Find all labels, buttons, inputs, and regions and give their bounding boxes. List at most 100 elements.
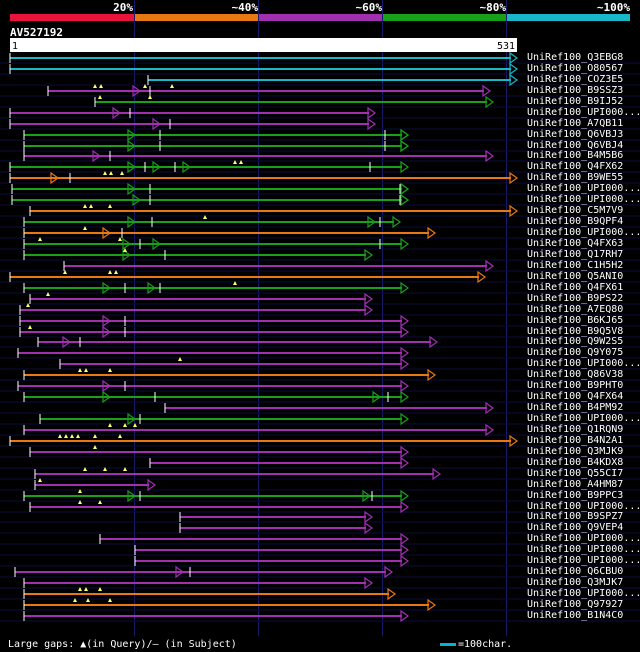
hit-arrow	[400, 182, 410, 196]
hit-label[interactable]: UniRef100_Q3MJK7	[527, 577, 624, 588]
hit-arrow	[367, 117, 377, 131]
hit-label[interactable]: UniRef100_B9PS22	[527, 293, 624, 304]
hit-label[interactable]: UniRef100_UPI000...	[527, 358, 640, 369]
hit-arrow	[127, 412, 137, 426]
query-gap-marker	[99, 84, 103, 88]
hit-arrow	[485, 259, 495, 273]
hit-label[interactable]: UniRef100_Q3MJK9	[527, 446, 624, 457]
scale-legend: =100char.	[440, 639, 512, 650]
hit-arrow	[127, 128, 137, 142]
hit-arrow	[92, 149, 102, 163]
hit-label[interactable]: UniRef100_UPI000...	[527, 501, 640, 512]
hit-arrow	[127, 182, 137, 196]
legend-bar-40	[134, 14, 258, 21]
hit-label[interactable]: UniRef100_UPI000...	[527, 194, 640, 205]
hit-arrow	[400, 412, 410, 426]
query-gap-marker	[170, 84, 174, 88]
hit-arrow	[400, 445, 410, 459]
hit-label[interactable]: UniRef100_B9PPC3	[527, 490, 624, 501]
hit-arrow	[485, 95, 495, 109]
hit-label[interactable]: UniRef100_A4HM87	[527, 479, 624, 490]
hit-arrow	[509, 51, 519, 65]
hit-label[interactable]: UniRef100_Q6VBJ3	[527, 129, 624, 140]
hit-label[interactable]: UniRef100_Q6CBU0	[527, 566, 624, 577]
hit-label[interactable]: UniRef100_UPI000...	[527, 183, 640, 194]
query-gap-marker	[26, 303, 30, 307]
hit-arrow	[400, 456, 410, 470]
query-gap-marker	[98, 95, 102, 99]
hit-label[interactable]: UniRef100_B4M5B6	[527, 150, 624, 161]
hit-arrow	[132, 84, 142, 98]
hit-label[interactable]: UniRef100_Q6VBJ4	[527, 140, 624, 151]
hit-label[interactable]: UniRef100_Q4FX63	[527, 238, 624, 249]
hit-label[interactable]: UniRef100_Q9VEP4	[527, 522, 624, 533]
grid-line	[506, 0, 507, 636]
hit-label[interactable]: UniRef100_B9IJ52	[527, 96, 624, 107]
hit-label[interactable]: UniRef100_B9Q5V8	[527, 326, 624, 337]
hit-label[interactable]: UniRef100_UPI000...	[527, 413, 640, 424]
hit-label[interactable]: UniRef100_Q97927	[527, 599, 624, 610]
hit-arrow	[127, 215, 137, 229]
hit-arrow	[102, 314, 112, 328]
query-gap-marker	[123, 423, 127, 427]
query-gap-marker	[108, 270, 112, 274]
hit-label[interactable]: UniRef100_C5M7V9	[527, 205, 624, 216]
query-gap-marker	[108, 598, 112, 602]
scale-label: =100char.	[458, 639, 513, 650]
hit-label[interactable]: UniRef100_Q4FX61	[527, 282, 624, 293]
hit-label[interactable]: UniRef100_B9WE55	[527, 172, 624, 183]
hit-label[interactable]: UniRef100_UPI000...	[527, 555, 640, 566]
hit-label[interactable]: UniRef100_B9SPZ7	[527, 511, 624, 522]
hit-label[interactable]: UniRef100_A7EQ80	[527, 304, 624, 315]
hit-label[interactable]: UniRef100_B9QPF4	[527, 216, 624, 227]
query-gap-marker	[118, 237, 122, 241]
hit-arrow	[509, 171, 519, 185]
hit-label[interactable]: UniRef100_Q86V38	[527, 369, 624, 380]
hit-label[interactable]: UniRef100_COZ3E5	[527, 74, 624, 85]
hit-label[interactable]: UniRef100_B1N4C0	[527, 610, 624, 621]
hit-label[interactable]: UniRef100_Q9Y075	[527, 347, 624, 358]
query-gap-marker	[103, 171, 107, 175]
hit-arrow	[400, 554, 410, 568]
query-gap-marker	[143, 84, 147, 88]
hit-label[interactable]: UniRef100_Q17RH7	[527, 249, 624, 260]
query-gap-marker	[233, 281, 237, 285]
hit-arrow	[427, 368, 437, 382]
hit-label[interactable]: UniRef100_Q4FX64	[527, 391, 624, 402]
hit-label[interactable]: UniRef100_Q5ANI0	[527, 271, 624, 282]
hit-label[interactable]: UniRef100_UPI000...	[527, 227, 640, 238]
hit-arrow	[477, 270, 487, 284]
query-gap-marker	[73, 598, 77, 602]
hit-arrow	[372, 390, 382, 404]
query-gap-marker	[133, 423, 137, 427]
query-gap-marker	[78, 489, 82, 493]
hit-label[interactable]: UniRef100_UPI000...	[527, 107, 640, 118]
hit-label[interactable]: UniRef100_A7QB11	[527, 118, 624, 129]
hit-label[interactable]: UniRef100_B4N2A1	[527, 435, 624, 446]
hit-label[interactable]: UniRef100_Q1RQN9	[527, 424, 624, 435]
query-ruler: 1 531	[10, 38, 517, 52]
hit-arrow	[400, 193, 410, 207]
legend-label-80: ~80%	[479, 1, 507, 14]
hit-label[interactable]: UniRef100_UPI000...	[527, 544, 640, 555]
hit-label[interactable]: UniRef100_B9SSZ3	[527, 85, 624, 96]
hit-label[interactable]: UniRef100_Q4FX62	[527, 161, 624, 172]
query-gap-marker	[203, 215, 207, 219]
query-gap-marker	[86, 598, 90, 602]
hit-arrow	[152, 160, 162, 174]
hit-label[interactable]: UniRef100_B9PHT0	[527, 380, 624, 391]
query-gap-marker	[28, 325, 32, 329]
hit-label[interactable]: UniRef100_B4PM92	[527, 402, 624, 413]
hit-label[interactable]: UniRef100_Q55CI7	[527, 468, 624, 479]
hit-label[interactable]: UniRef100_B4KDX8	[527, 457, 624, 468]
hit-label[interactable]: UniRef100_Q3EBG8	[527, 52, 624, 63]
hit-arrow	[127, 139, 137, 153]
hit-label[interactable]: UniRef100_C1H5H2	[527, 260, 624, 271]
hit-label[interactable]: UniRef100_UPI000...	[527, 588, 640, 599]
query-gap-marker	[38, 237, 42, 241]
hit-label[interactable]: UniRef100_B6KJ65	[527, 315, 624, 326]
hit-arrow	[387, 587, 397, 601]
hit-label[interactable]: UniRef100_O80567	[527, 63, 624, 74]
hit-label[interactable]: UniRef100_UPI000...	[527, 533, 640, 544]
hit-label[interactable]: UniRef100_Q9W2S5	[527, 336, 624, 347]
